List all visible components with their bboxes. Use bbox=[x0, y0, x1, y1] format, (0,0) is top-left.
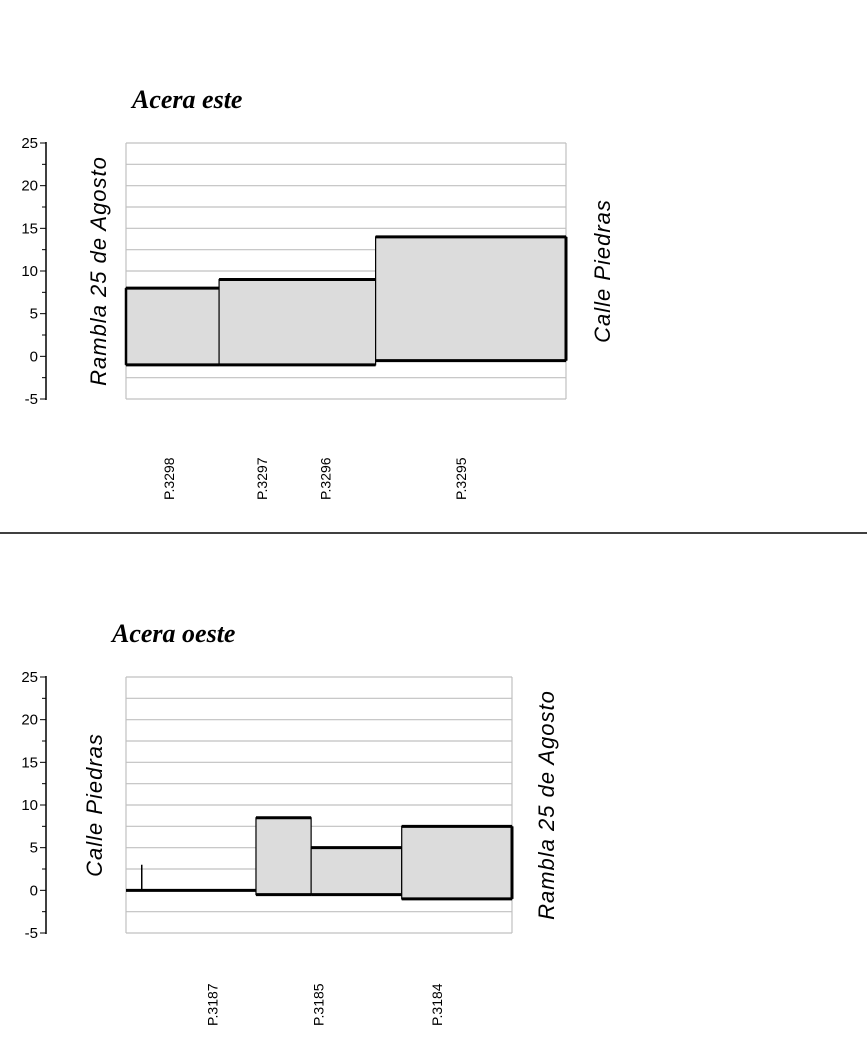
parcel-label: P.3295 bbox=[453, 457, 469, 500]
parcel-bar bbox=[255, 817, 312, 896]
parcel-label: P.3184 bbox=[429, 983, 445, 1026]
y-tick-label: 15 bbox=[21, 754, 38, 771]
parcel-label: P.3297 bbox=[254, 457, 270, 500]
right-street-label: Calle Piedras bbox=[590, 199, 615, 343]
left-street-label: Rambla 25 de Agosto bbox=[86, 156, 111, 386]
y-tick-label: -5 bbox=[25, 925, 38, 942]
y-tick-label: 5 bbox=[30, 840, 38, 857]
y-tick-label: 20 bbox=[21, 178, 38, 195]
parcel-bar bbox=[401, 825, 513, 900]
y-tick-label: 0 bbox=[30, 348, 38, 365]
y-tick-label: -5 bbox=[25, 391, 38, 408]
y-tick-label: 25 bbox=[21, 669, 38, 686]
y-tick-label: 5 bbox=[30, 306, 38, 323]
parcel-bar bbox=[375, 236, 567, 362]
chart-2: Acera oeste 25 20 15 10 5 0 -5 Calle Piedras Ramb… bbox=[21, 619, 559, 1026]
y-tick-label: 25 bbox=[21, 135, 38, 152]
y-tick-label: 10 bbox=[21, 797, 38, 814]
parcel-bar bbox=[218, 278, 377, 366]
left-street-label: Calle Piedras bbox=[82, 733, 107, 877]
y-tick-label: 10 bbox=[21, 263, 38, 280]
parcel-label: P.3296 bbox=[318, 457, 334, 500]
parcel-label: P.3187 bbox=[204, 983, 220, 1026]
y-tick-label: 20 bbox=[21, 712, 38, 729]
right-street-label: Rambla 25 de Agosto bbox=[534, 690, 559, 920]
chart-title: Acera oeste bbox=[110, 619, 235, 648]
chart-1: Acera este 25 20 15 10 5 0 -5 Rambla 25 de Agost… bbox=[21, 85, 615, 500]
chart-title: Acera este bbox=[130, 85, 242, 114]
parcel-bar bbox=[310, 847, 403, 896]
parcel-bar bbox=[125, 287, 220, 366]
y-tick-label: 15 bbox=[21, 220, 38, 237]
y-tick-label: 0 bbox=[30, 882, 38, 899]
parcel-label: P.3298 bbox=[161, 457, 177, 500]
parcel-label: P.3185 bbox=[311, 983, 327, 1026]
